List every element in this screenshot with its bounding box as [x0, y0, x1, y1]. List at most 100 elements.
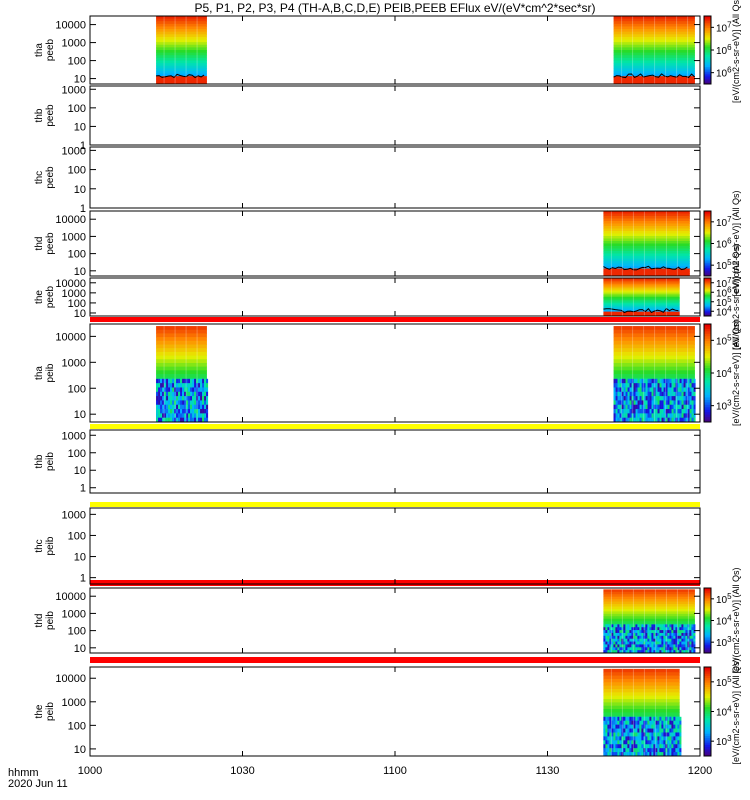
colorbar-cell	[704, 289, 711, 291]
colorbar-cell	[704, 599, 711, 602]
spectrogram-cell	[653, 647, 656, 651]
colorbar-cell	[704, 251, 711, 254]
spectrogram-cell	[631, 644, 634, 648]
spectrogram-cell	[633, 744, 636, 749]
spectrogram-cell	[671, 744, 674, 749]
spectrogram-cell	[611, 627, 614, 631]
spectrogram-cell	[669, 632, 672, 637]
colorbar-cell	[704, 293, 711, 295]
spectrogram-cell	[639, 644, 642, 648]
colorbar-cell	[704, 308, 711, 310]
spectrogram-cell	[184, 417, 187, 423]
colorbar-cell	[704, 38, 711, 41]
y-tick-label: 100	[68, 383, 86, 395]
spectrogram-cell	[639, 724, 642, 729]
spectrogram-cell	[627, 632, 630, 637]
spectrogram-cell	[613, 36, 695, 41]
spectrogram-cell	[625, 644, 628, 648]
colorbar-cell	[704, 636, 711, 639]
spectrogram-cell	[689, 396, 692, 401]
spectrogram-cell	[190, 413, 193, 418]
spectrogram-cell	[603, 682, 680, 687]
spectrogram-cell	[603, 268, 690, 272]
spectrogram-cell	[649, 378, 652, 384]
spectrogram-cell	[603, 601, 695, 605]
spectrogram-cell	[603, 613, 695, 617]
spectrogram-cell	[647, 391, 650, 397]
spectrogram-cell	[605, 720, 608, 725]
spectrogram-cell	[615, 632, 618, 637]
spectrogram-cell	[693, 644, 696, 648]
spectrogram-cell	[162, 400, 165, 406]
spectrogram-cell	[661, 736, 664, 741]
spectrogram-cell	[645, 627, 648, 631]
spectrogram-cell	[635, 387, 638, 393]
spectrogram-cell	[633, 635, 636, 639]
spectrogram-cell	[613, 65, 695, 69]
spectrogram-cell	[627, 641, 630, 645]
spectrogram-cell	[605, 740, 608, 745]
spectrogram-cell	[689, 635, 692, 639]
spectrogram-cell	[196, 400, 199, 406]
spectrogram-cell	[677, 409, 680, 414]
spectrogram-cell	[675, 647, 678, 651]
spectrogram-cell	[687, 417, 690, 423]
spectrogram-cell	[691, 630, 694, 634]
spectrogram-cell	[603, 285, 680, 288]
spectrogram-cell	[619, 409, 622, 414]
spectrogram-cell	[685, 417, 688, 423]
spectrogram-cell	[623, 752, 626, 757]
spectrogram-cell	[663, 400, 666, 406]
spectrogram-cell	[172, 417, 175, 423]
spectrogram-cell	[663, 728, 666, 733]
spectrogram-cell	[613, 748, 616, 753]
spectrogram-cell	[611, 736, 614, 741]
spectrogram-cell	[623, 744, 626, 749]
spectrogram-cell	[649, 716, 652, 722]
spectrogram-cell	[619, 635, 622, 639]
spectrogram-cell	[178, 396, 181, 401]
y-tick-label: 100	[68, 530, 86, 542]
spectrogram-cell	[613, 340, 695, 346]
y-tick-label: 100	[68, 103, 86, 115]
spectrogram-cell	[667, 644, 670, 648]
spectrogram-cell	[619, 400, 622, 406]
spectrogram-cell	[609, 720, 612, 725]
spectrogram-cell	[613, 39, 695, 43]
colorbar-cell	[704, 343, 711, 347]
spectrogram-cell	[671, 409, 674, 414]
y-tick-label: 10	[74, 74, 86, 86]
spectrogram-cell	[629, 728, 632, 733]
spectrogram-cell	[194, 387, 197, 393]
spectrogram-cell	[603, 705, 680, 710]
panel-ylabel: thapeib	[34, 363, 56, 382]
spectrogram-cell	[649, 740, 652, 745]
y-tick-label: 10000	[55, 331, 86, 343]
spectrogram-cell	[641, 417, 644, 423]
spectrogram-cell	[623, 716, 626, 722]
spectrogram-cell	[645, 632, 648, 637]
y-tick-label: 10	[74, 308, 86, 320]
colorbar-cell	[704, 648, 711, 651]
spectrogram-cell	[691, 635, 694, 639]
spectrogram-cell	[188, 413, 191, 418]
colorbar-cell	[704, 307, 711, 309]
spectrogram-cell	[679, 650, 682, 654]
spectrogram-cell	[619, 404, 622, 410]
spectrogram-cell	[184, 387, 187, 393]
spectrogram-cell	[615, 638, 618, 642]
spectrogram-cell	[647, 417, 650, 423]
spectrogram-cell	[619, 396, 622, 401]
spectrogram-cell	[613, 21, 695, 25]
spectrogram-cell	[629, 391, 632, 397]
spectrogram-cell	[206, 391, 209, 397]
colorbar-cell	[704, 733, 711, 737]
colorbar-cell	[704, 67, 711, 70]
spectrogram-cell	[657, 387, 660, 393]
spectrogram-cell	[661, 641, 664, 645]
spectrogram-cell	[679, 413, 682, 418]
spectrogram-cell	[641, 736, 644, 741]
panel-ylabel: thdpeib	[34, 611, 56, 630]
colorbar-cell	[704, 266, 711, 269]
spectrogram-cell	[675, 404, 678, 410]
